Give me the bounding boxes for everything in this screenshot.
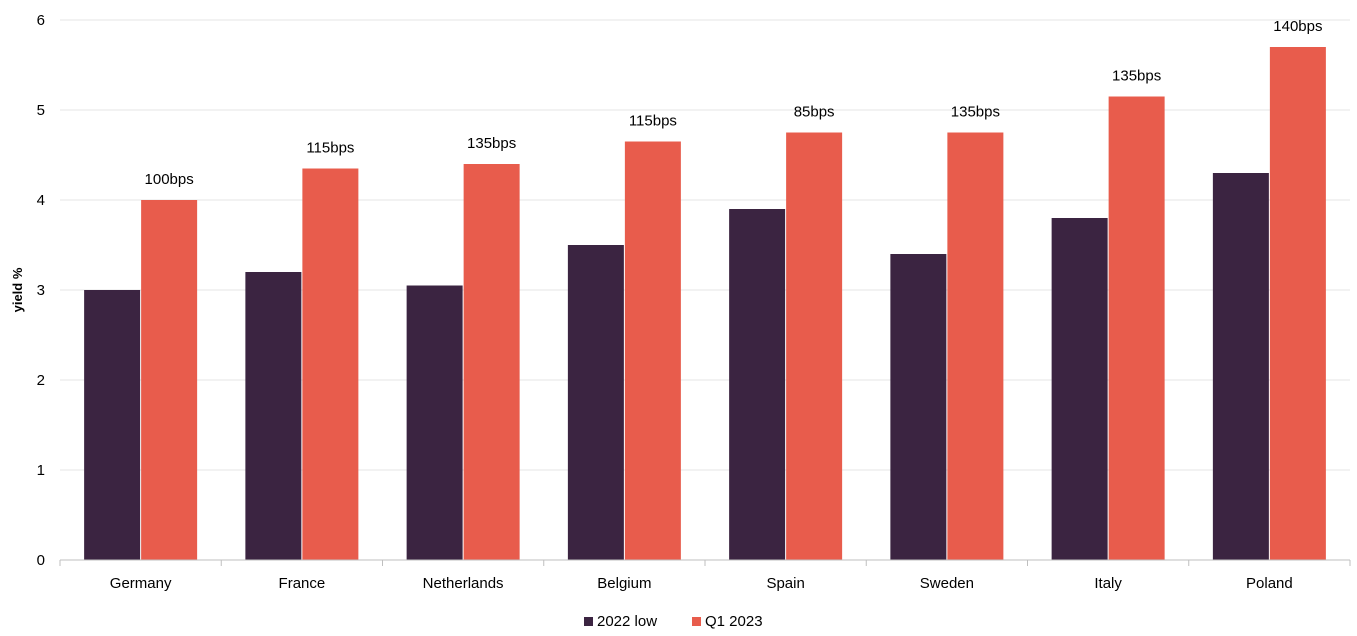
y-axis-ticks: 0 1 2 3 4 5 6: [37, 12, 45, 569]
data-label-bps: 115bps: [306, 140, 354, 157]
y-tick-label: 1: [37, 462, 45, 479]
x-category-label: Sweden: [920, 575, 974, 592]
x-category-label: Italy: [1094, 575, 1122, 592]
bar-q1-2023: [947, 132, 1004, 560]
legend-label: Q1 2023: [705, 613, 763, 630]
bar-2022-low: [1212, 173, 1269, 560]
legend-label: 2022 low: [597, 613, 657, 630]
x-category-label: Germany: [110, 575, 172, 592]
bar-2022-low: [729, 209, 786, 560]
legend: 2022 low Q1 2023: [584, 613, 763, 630]
y-tick-label: 3: [37, 282, 45, 299]
bars: [84, 47, 1326, 560]
data-label-bps: 115bps: [629, 113, 677, 130]
x-category-label: Belgium: [597, 575, 651, 592]
x-category-label: France: [279, 575, 326, 592]
data-label-bps: 135bps: [467, 135, 516, 152]
bar-2022-low: [245, 272, 302, 560]
bar-2022-low: [567, 245, 624, 560]
y-tick-label: 6: [37, 12, 45, 29]
data-label-bps: 100bps: [145, 171, 194, 188]
x-category-label: Netherlands: [423, 575, 504, 592]
y-tick-label: 4: [37, 192, 45, 209]
data-label-bps: 85bps: [794, 104, 835, 121]
y-tick-label: 2: [37, 372, 45, 389]
bar-2022-low: [1051, 218, 1108, 560]
legend-swatch: [584, 617, 593, 626]
bar-q1-2023: [141, 200, 198, 560]
legend-swatch: [692, 617, 701, 626]
bar-2022-low: [406, 285, 463, 560]
bar-q1-2023: [463, 164, 520, 560]
y-tick-label: 5: [37, 102, 45, 119]
bar-q1-2023: [1108, 96, 1165, 560]
x-axis-categories: Germany France Netherlands Belgium Spain Swed…: [59, 560, 1351, 592]
x-category-label: Spain: [766, 575, 804, 592]
bar-q1-2023: [624, 141, 681, 560]
bar-q1-2023: [786, 132, 843, 560]
data-label-bps: 135bps: [951, 104, 1000, 121]
data-labels: 100bps 115bps 135bps 115bps 85bps 135bps 135bp…: [145, 18, 1323, 188]
bar-2022-low: [84, 290, 141, 560]
data-label-bps: 135bps: [1112, 68, 1161, 85]
x-category-label: Poland: [1246, 575, 1293, 592]
data-label-bps: 140bps: [1273, 18, 1322, 35]
bar-q1-2023: [302, 168, 359, 560]
y-axis-label: yield %: [10, 267, 25, 312]
bar-2022-low: [890, 254, 947, 560]
bar-q1-2023: [1269, 47, 1326, 560]
y-tick-label: 0: [37, 552, 45, 569]
